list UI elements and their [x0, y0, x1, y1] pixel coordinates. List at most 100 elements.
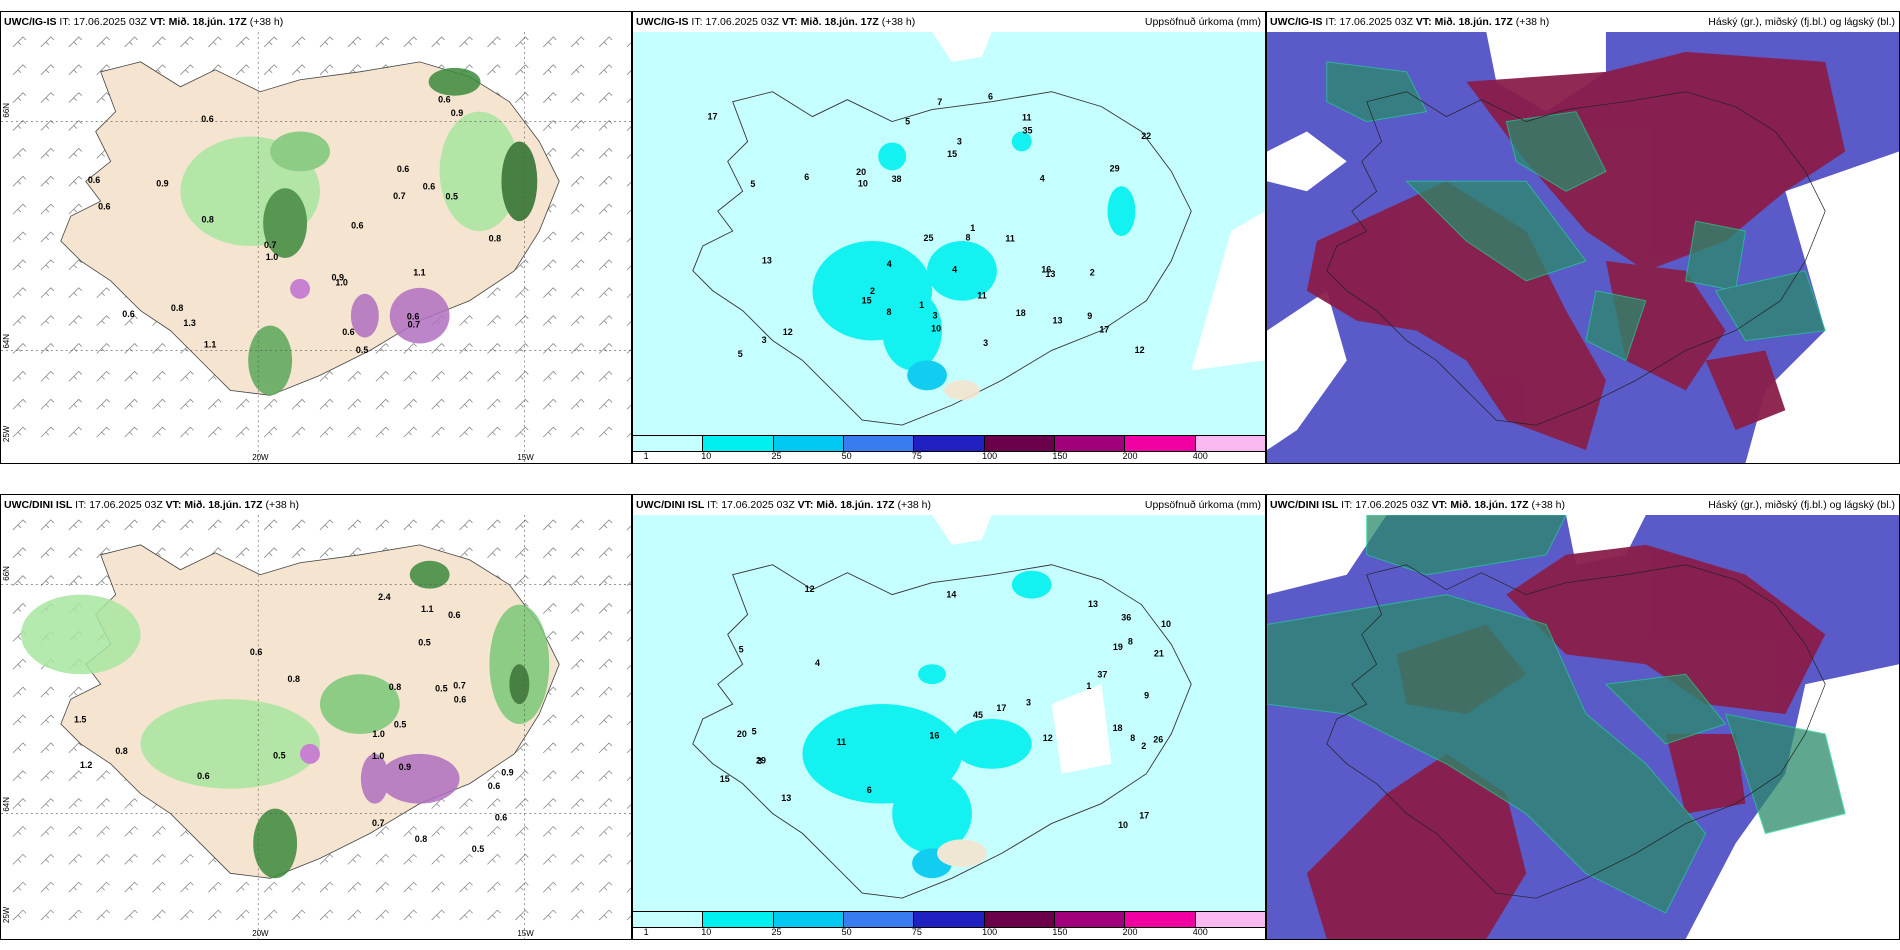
map-value-label: 0.8 — [415, 834, 427, 844]
wind-barb-icon — [124, 398, 138, 410]
wind-barb-icon — [40, 342, 55, 354]
wind-barb-icon — [542, 798, 557, 809]
wind-barb-icon — [626, 125, 631, 131]
map-value-label: 0.5 — [472, 844, 484, 854]
wind-barb-icon — [208, 426, 222, 438]
map-value-label: 17 — [1099, 325, 1109, 335]
wind-barb-icon — [459, 881, 473, 893]
wind-barb-icon — [68, 909, 83, 921]
wind-barb-icon — [515, 575, 529, 586]
wind-barb-icon — [487, 64, 501, 76]
wind-barb-icon — [570, 547, 585, 559]
wind-barb-icon — [319, 370, 334, 382]
wind-barb-icon — [598, 658, 613, 670]
wind-barb-icon — [431, 825, 445, 837]
wind-barb-icon — [235, 64, 250, 76]
map-value-label: 13 — [1052, 315, 1062, 325]
wind-barb-icon — [319, 519, 334, 531]
wind-barb-icon — [598, 315, 613, 326]
grid-label-lon-15: 15W — [517, 453, 534, 462]
map-value-label: 0.8 — [389, 682, 401, 692]
wind-barb-icon — [570, 742, 585, 754]
map-value-label: 20 — [856, 167, 866, 177]
wind-barb-icon — [152, 36, 166, 48]
wind-barb-icon — [152, 909, 166, 921]
map-value-label: 13 — [762, 256, 772, 266]
wind-barb-icon — [459, 547, 473, 559]
wind-barb-icon — [152, 370, 166, 382]
wind-barb-icon — [542, 147, 557, 159]
grid-label-lon-20: 20W — [252, 929, 269, 938]
wind-barb-icon — [40, 92, 55, 103]
wind-barb-icon — [403, 398, 417, 410]
wind-barb-icon — [459, 370, 473, 382]
colorbar-bar — [633, 435, 1265, 452]
map-value-label: 1 — [919, 300, 924, 310]
wind-barb-icon — [68, 342, 83, 354]
map-value-label: 16 — [929, 731, 939, 741]
map-value-label: 1.0 — [372, 751, 384, 761]
map-value-label: 19 — [1113, 642, 1123, 652]
wind-barb-icon — [68, 519, 83, 531]
wind-barb-icon — [626, 553, 631, 559]
wind-barb-icon — [598, 287, 613, 299]
wind-barb-icon — [515, 398, 529, 410]
wind-barb-icon — [96, 881, 110, 893]
wind-barb-icon — [124, 426, 138, 438]
wind-barb-icon — [68, 259, 83, 271]
wind-barb-icon — [235, 36, 250, 48]
wind-barb-icon — [68, 798, 83, 809]
wind-barb-icon — [515, 909, 529, 921]
colorbar-label: 400 — [1192, 451, 1208, 461]
vt-label: VT: — [1415, 16, 1432, 28]
map-value-label: 1.1 — [204, 340, 216, 350]
wind-barb-icon — [375, 370, 390, 382]
wind-barb-icon — [12, 770, 27, 782]
wind-barb-icon — [235, 909, 250, 921]
map-value-label: 0.8 — [171, 303, 183, 313]
wind-barb-icon — [12, 547, 27, 559]
colorbar-segment — [703, 436, 774, 451]
map-value-label: 0.6 — [197, 771, 209, 781]
wind-barb-icon — [96, 519, 110, 531]
wind-barb-icon — [431, 426, 445, 438]
colorbar-label: 150 — [1052, 927, 1068, 937]
wind-barb-icon — [542, 64, 557, 76]
wind-barb-icon — [542, 881, 557, 893]
wind-barb-icon — [12, 742, 27, 754]
wind-barb-icon — [487, 36, 501, 48]
map-value-label: 9 — [1087, 311, 1092, 321]
wind-barb-icon — [403, 426, 417, 438]
wind-barb-icon — [68, 315, 83, 326]
map-value-label: 22 — [1141, 131, 1151, 141]
wind-barb-icon — [68, 120, 83, 131]
wind-barb-icon — [570, 630, 585, 642]
wind-barb-icon — [403, 825, 417, 837]
wind-barb-icon — [459, 342, 473, 354]
wind-barb-icon — [542, 742, 557, 754]
wind-barb-icon — [12, 686, 27, 698]
vt-value: Mið. 18.jún. 17Z — [800, 16, 879, 28]
wind-barb-icon — [570, 658, 585, 670]
wind-barb-icon — [598, 36, 613, 48]
wind-barb-icon — [431, 909, 445, 921]
map-value-label: 45 — [973, 710, 983, 720]
wind-barb-icon — [598, 519, 613, 531]
wind-barb-icon — [570, 575, 585, 586]
wind-barb-icon — [96, 36, 110, 48]
wind-barb-icon — [12, 147, 27, 159]
wind-barb-icon — [40, 287, 55, 299]
wind-barb-icon — [96, 798, 110, 809]
it-value: 17.06.2025 03Z — [705, 16, 779, 28]
grid-label-lat-64: 64N — [2, 334, 11, 349]
wind-barb-icon — [96, 370, 110, 382]
map-value-label: 1.1 — [413, 268, 425, 278]
map-value-label: 1.0 — [372, 729, 384, 739]
wind-barb-icon — [626, 776, 631, 782]
wind-barb-icon — [459, 519, 473, 531]
map-value-label: 5 — [905, 117, 910, 127]
wind-barb-icon — [626, 636, 631, 642]
map-accum-precip: 4 3 5 6 8 9 10 11 13 12 14 15 17 21 18 16 26 20 29 37 36 13 17… — [633, 515, 1265, 911]
wind-barb-icon — [263, 519, 278, 531]
wind-barb-icon — [515, 64, 529, 76]
